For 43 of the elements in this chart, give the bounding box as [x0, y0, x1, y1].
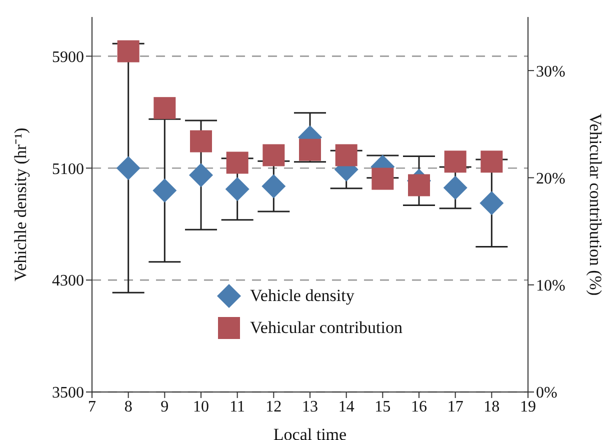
x-axis-title: Local time: [273, 425, 347, 440]
x-tick-label: 14: [338, 398, 354, 416]
point: [152, 178, 177, 203]
y-axis-title: Vehichle density (hr⁻¹): [11, 128, 30, 282]
x-tick-label: 13: [302, 398, 318, 416]
point: [443, 176, 468, 200]
x-tick-label: 16: [411, 398, 427, 416]
y-tick-label: 5900: [52, 48, 84, 66]
y2-tick-label: 10%: [536, 278, 566, 295]
x-tick-label: 15: [374, 398, 391, 416]
point: [154, 97, 176, 120]
y2-axis-title: Vehicular contribution (%): [586, 113, 605, 296]
legend-label: Vehicular contribution: [250, 318, 402, 338]
x-tick-label: 11: [230, 398, 246, 416]
point: [262, 144, 285, 166]
point: [117, 40, 140, 62]
point: [190, 130, 212, 152]
point: [262, 174, 286, 198]
x-tick-label: 9: [160, 398, 169, 416]
y-tick-label: 3500: [52, 384, 84, 402]
y-tick-label: 4300: [52, 272, 84, 290]
x-tick-label: 10: [193, 398, 209, 416]
point: [226, 152, 248, 174]
x-tick-label: 8: [124, 398, 132, 416]
point: [225, 177, 250, 202]
point: [372, 168, 394, 190]
legend-label: Vehicle density: [250, 286, 354, 306]
y2-tick-label: 20%: [536, 170, 566, 188]
point: [480, 191, 504, 216]
y2-tick-label: 30%: [536, 63, 566, 80]
point: [116, 156, 140, 180]
y2-tick-label: 0%: [536, 384, 558, 402]
point: [299, 138, 321, 161]
point: [444, 150, 466, 173]
point: [480, 150, 503, 173]
x-tick-label: 7: [88, 398, 96, 416]
x-tick-label: 18: [484, 398, 500, 416]
x-tick-label: 19: [520, 398, 536, 416]
y-tick-label: 5100: [52, 160, 84, 178]
x-tick-label: 17: [447, 398, 464, 416]
x-tick-label: 12: [266, 398, 282, 416]
point: [335, 144, 358, 166]
point: [189, 163, 213, 188]
